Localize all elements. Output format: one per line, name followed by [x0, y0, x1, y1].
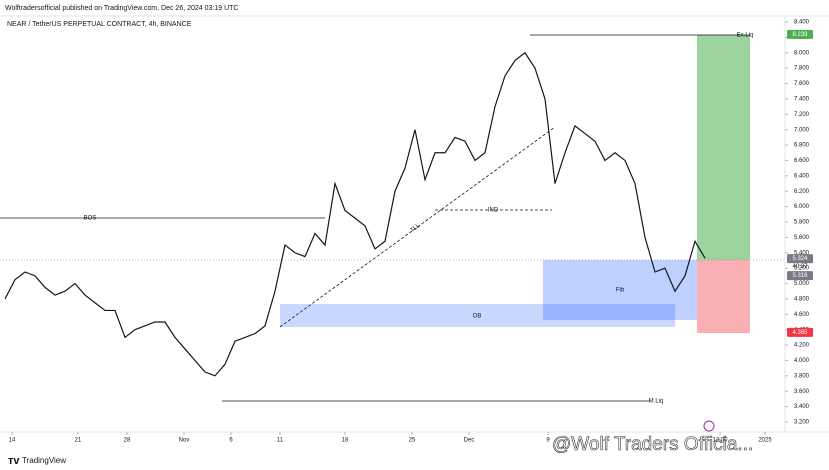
y-tick-label: 8.000: [794, 50, 810, 56]
price-label: 8.239: [792, 32, 808, 38]
ob-box: [280, 304, 675, 327]
countdown: 40:37: [792, 264, 808, 270]
price-label: 5.324: [792, 256, 808, 262]
x-tick-label: 25: [409, 438, 416, 444]
x-tick-label: 6: [229, 438, 233, 444]
fib-box: [543, 260, 697, 320]
y-tick-label: 6.200: [794, 189, 810, 195]
y-tick-label: 3.600: [794, 389, 810, 395]
annotation: TLL: [409, 223, 421, 234]
x-tick-label: 18: [342, 438, 349, 444]
y-tick-label: 5.200: [794, 266, 810, 272]
x-tick-label: 21: [75, 438, 82, 444]
price-label-box: [787, 29, 813, 39]
y-tick-label: 4.800: [794, 297, 810, 303]
annotation: Fib: [616, 288, 625, 294]
y-tick-label: 7.800: [794, 66, 810, 72]
loss-zone: [697, 260, 750, 333]
x-tick-label: 11: [277, 438, 284, 444]
footer-bar: [0, 452, 829, 470]
annotation: M.Liq: [649, 399, 664, 405]
y-tick-label: 7.200: [794, 112, 810, 118]
x-tick-label: 14: [9, 438, 16, 444]
price-label: 4.365: [792, 330, 808, 336]
watermark: @Wolf Traders Officia...: [552, 434, 753, 455]
y-tick-label: 6.400: [794, 173, 810, 179]
trend-line: [279, 126, 556, 328]
y-tick-label: 4.600: [794, 312, 810, 318]
y-tick-label: 6.000: [794, 204, 810, 210]
y-tick-label: 6.600: [794, 158, 810, 164]
y-tick-label: 6.800: [794, 143, 810, 149]
annotation: BOS: [84, 216, 97, 222]
y-tick-label: 5.600: [794, 235, 810, 241]
x-tick-label: 2025: [758, 438, 772, 444]
logo-mark: ᴛᴠ: [8, 455, 20, 467]
y-tick-label: 5.800: [794, 220, 810, 226]
annotation: OB: [473, 314, 482, 320]
footer: TradingView: [22, 456, 66, 465]
price-line: [4, 51, 706, 377]
y-tick-label: 5.000: [794, 281, 810, 287]
y-tick-label: 3.200: [794, 420, 810, 426]
x-tick-label: Nov: [179, 438, 190, 444]
annotation: IND: [488, 208, 499, 214]
chart-title: NEAR / TetherUS PERPETUAL CONTRACT, 4h, …: [7, 21, 192, 28]
header: Wolftradersofficial published on Trading…: [5, 5, 238, 12]
y-tick-label: 4.200: [794, 343, 810, 349]
y-tick-label: 3.800: [794, 373, 810, 379]
y-tick-label: 7.000: [794, 127, 810, 133]
price-label-box: [787, 327, 813, 337]
y-tick-label: 7.400: [794, 97, 810, 103]
annotation: Ex.Liq: [737, 33, 754, 39]
price-label-box: [787, 254, 813, 264]
x-tick-label: 28: [124, 438, 131, 444]
y-tick-label: 4.000: [794, 358, 810, 364]
profit-zone: [697, 35, 750, 260]
price-label-box: [787, 271, 813, 281]
y-tick-label: 8.400: [794, 20, 810, 26]
y-tick-label: 3.400: [794, 404, 810, 410]
x-tick-label: Dec: [464, 438, 475, 444]
price-label: 5.316: [792, 273, 808, 279]
event-icon[interactable]: [703, 420, 715, 432]
y-tick-label: 7.600: [794, 81, 810, 87]
x-tick-label: 9: [546, 438, 550, 444]
x-tick-label: 12:00: [712, 438, 728, 444]
y-tick-label: 5.400: [794, 250, 810, 256]
